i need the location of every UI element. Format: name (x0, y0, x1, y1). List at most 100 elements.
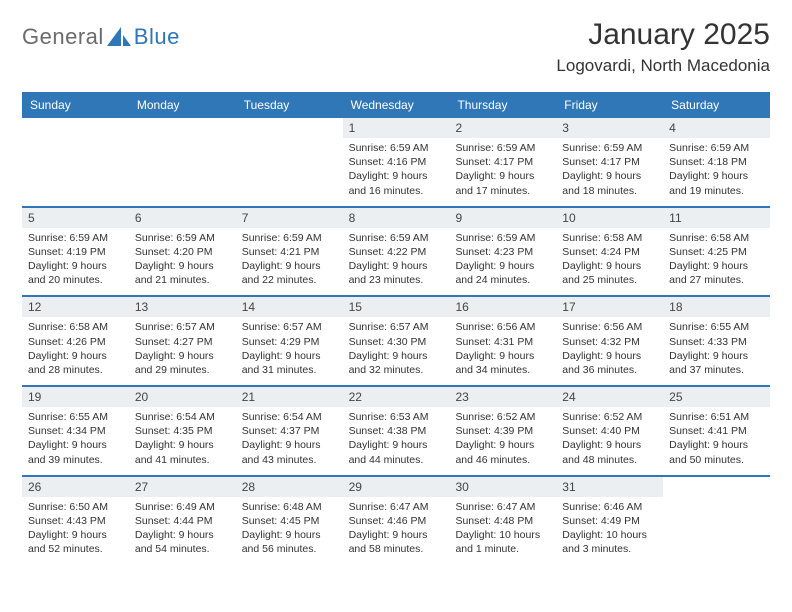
day-cell (663, 477, 770, 565)
day-number: 7 (242, 211, 337, 225)
logo: General Blue (22, 18, 180, 50)
day-detail-line: Sunrise: 6:56 AM (562, 320, 657, 334)
day-detail-line: and 25 minutes. (562, 273, 657, 287)
day-number-wrap: 18 (663, 297, 770, 317)
logo-text-general: General (22, 24, 104, 50)
day-detail-line: Daylight: 9 hours (349, 349, 444, 363)
day-cell: 25Sunrise: 6:51 AMSunset: 4:41 PMDayligh… (663, 387, 770, 475)
day-number-wrap: 27 (129, 477, 236, 497)
day-cell: 11Sunrise: 6:58 AMSunset: 4:25 PMDayligh… (663, 208, 770, 296)
day-detail-line: Daylight: 9 hours (562, 438, 657, 452)
day-detail-line: Daylight: 9 hours (135, 349, 230, 363)
day-number: 21 (242, 390, 337, 404)
day-detail-line: Sunrise: 6:57 AM (349, 320, 444, 334)
day-number: 17 (562, 300, 657, 314)
day-detail-line: Sunrise: 6:59 AM (455, 141, 550, 155)
day-detail-line: Sunrise: 6:59 AM (349, 231, 444, 245)
day-cell: 10Sunrise: 6:58 AMSunset: 4:24 PMDayligh… (556, 208, 663, 296)
day-number-wrap: 28 (236, 477, 343, 497)
day-detail-line: Sunset: 4:38 PM (349, 424, 444, 438)
day-cell: 17Sunrise: 6:56 AMSunset: 4:32 PMDayligh… (556, 297, 663, 385)
week-row: 5Sunrise: 6:59 AMSunset: 4:19 PMDaylight… (22, 206, 770, 296)
day-detail-line: Sunrise: 6:59 AM (28, 231, 123, 245)
day-detail-line: Daylight: 9 hours (349, 528, 444, 542)
day-detail-line: Sunset: 4:19 PM (28, 245, 123, 259)
day-detail-line: Sunrise: 6:59 AM (562, 141, 657, 155)
day-number-wrap: 4 (663, 118, 770, 138)
day-number: 22 (349, 390, 444, 404)
day-header: Thursday (449, 92, 556, 118)
day-number: 31 (562, 480, 657, 494)
day-detail-line: Daylight: 10 hours (455, 528, 550, 542)
day-number-wrap: 26 (22, 477, 129, 497)
day-detail-line: and 21 minutes. (135, 273, 230, 287)
day-detail-line: and 16 minutes. (349, 184, 444, 198)
day-detail-line: Sunrise: 6:59 AM (669, 141, 764, 155)
logo-text-blue: Blue (134, 24, 180, 50)
day-detail-line: Sunset: 4:16 PM (349, 155, 444, 169)
day-detail-line: and 28 minutes. (28, 363, 123, 377)
day-detail-line: and 36 minutes. (562, 363, 657, 377)
day-number-wrap: 14 (236, 297, 343, 317)
day-number-wrap: 21 (236, 387, 343, 407)
day-detail-line: Sunrise: 6:59 AM (242, 231, 337, 245)
day-detail-line: Sunrise: 6:53 AM (349, 410, 444, 424)
day-detail-line: and 20 minutes. (28, 273, 123, 287)
day-cell: 23Sunrise: 6:52 AMSunset: 4:39 PMDayligh… (449, 387, 556, 475)
day-detail-line: Sunrise: 6:48 AM (242, 500, 337, 514)
day-detail-line: Daylight: 9 hours (242, 259, 337, 273)
day-cell: 8Sunrise: 6:59 AMSunset: 4:22 PMDaylight… (343, 208, 450, 296)
day-detail-line: Sunrise: 6:59 AM (349, 141, 444, 155)
day-number: 29 (349, 480, 444, 494)
day-header: Wednesday (343, 92, 450, 118)
day-number: 27 (135, 480, 230, 494)
day-detail-line: Daylight: 9 hours (455, 438, 550, 452)
day-detail-line: Daylight: 9 hours (562, 259, 657, 273)
day-number-wrap: 9 (449, 208, 556, 228)
day-cell: 27Sunrise: 6:49 AMSunset: 4:44 PMDayligh… (129, 477, 236, 565)
day-number-wrap: 19 (22, 387, 129, 407)
day-number-wrap: 16 (449, 297, 556, 317)
day-detail-line: Daylight: 9 hours (562, 169, 657, 183)
week-row: 19Sunrise: 6:55 AMSunset: 4:34 PMDayligh… (22, 385, 770, 475)
day-detail-line: Sunset: 4:27 PM (135, 335, 230, 349)
day-number: 12 (28, 300, 123, 314)
day-detail-line: Daylight: 9 hours (28, 259, 123, 273)
day-detail-line: Sunset: 4:17 PM (562, 155, 657, 169)
day-detail-line: Sunset: 4:30 PM (349, 335, 444, 349)
day-detail-line: and 43 minutes. (242, 453, 337, 467)
day-number-wrap: 30 (449, 477, 556, 497)
day-cell: 12Sunrise: 6:58 AMSunset: 4:26 PMDayligh… (22, 297, 129, 385)
day-detail-line: Sunrise: 6:47 AM (349, 500, 444, 514)
day-cell: 3Sunrise: 6:59 AMSunset: 4:17 PMDaylight… (556, 118, 663, 206)
day-detail-line: Sunrise: 6:54 AM (242, 410, 337, 424)
day-detail-line: Sunset: 4:31 PM (455, 335, 550, 349)
day-detail-line: and 39 minutes. (28, 453, 123, 467)
day-detail-line: Daylight: 9 hours (455, 349, 550, 363)
day-detail-line: and 50 minutes. (669, 453, 764, 467)
title-block: January 2025 Logovardi, North Macedonia (556, 18, 770, 76)
day-number: 4 (669, 121, 764, 135)
day-detail-line: Sunset: 4:32 PM (562, 335, 657, 349)
day-detail-line: Sunrise: 6:59 AM (455, 231, 550, 245)
day-detail-line: Sunrise: 6:59 AM (135, 231, 230, 245)
day-detail-line: Sunrise: 6:57 AM (135, 320, 230, 334)
day-number-wrap: 8 (343, 208, 450, 228)
day-detail-line: and 48 minutes. (562, 453, 657, 467)
day-number-wrap: 10 (556, 208, 663, 228)
day-cell: 30Sunrise: 6:47 AMSunset: 4:48 PMDayligh… (449, 477, 556, 565)
day-number-wrap: 22 (343, 387, 450, 407)
day-detail-line: Sunrise: 6:46 AM (562, 500, 657, 514)
day-detail-line: Sunset: 4:33 PM (669, 335, 764, 349)
day-number: 10 (562, 211, 657, 225)
day-detail-line: Daylight: 9 hours (135, 259, 230, 273)
day-cell (129, 118, 236, 206)
day-number-wrap (663, 477, 770, 483)
day-number-wrap: 23 (449, 387, 556, 407)
day-cell (22, 118, 129, 206)
day-detail-line: and 41 minutes. (135, 453, 230, 467)
day-number: 26 (28, 480, 123, 494)
day-detail-line: and 19 minutes. (669, 184, 764, 198)
day-number-wrap: 2 (449, 118, 556, 138)
day-number-wrap (22, 118, 129, 124)
